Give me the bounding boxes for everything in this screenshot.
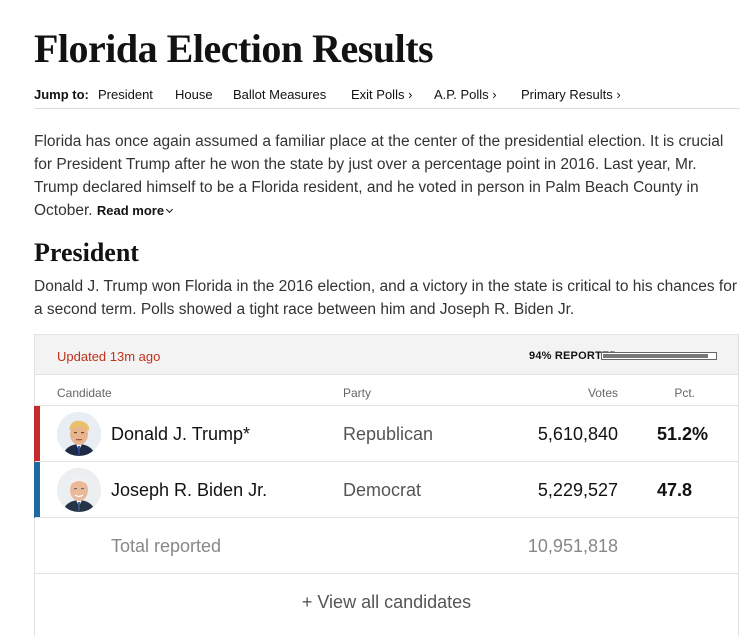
column-header-pct: Pct. [674, 386, 695, 400]
party-color-stripe [34, 406, 40, 462]
jump-to-label: Jump to: [34, 87, 89, 102]
nav-item-primary-results[interactable]: Primary Results › [521, 87, 621, 102]
read-more-label: Read more [96, 203, 165, 218]
total-reported-label: Total reported [111, 536, 222, 556]
reported-label: 94% REPORTED [529, 350, 618, 362]
jump-nav: Jump to: President House Ballot Measures… [34, 86, 740, 109]
total-votes: 10,951,818 [527, 536, 618, 556]
candidate-pct: 51.2% [657, 424, 709, 444]
candidate-pct: 47.8 [657, 480, 693, 500]
section-heading-president: President [34, 238, 139, 267]
candidate-votes: 5,229,527 [537, 480, 618, 500]
view-all-row: + View all candidates [35, 573, 738, 629]
avatar [57, 468, 101, 512]
candidate-party: Democrat [343, 480, 422, 500]
avatar [57, 412, 101, 456]
column-header-candidate: Candidate [57, 386, 112, 400]
intro-text: Florida has once again assumed a familia… [34, 133, 724, 219]
read-more-link[interactable]: Read more [96, 203, 174, 218]
chevron-down-icon [166, 205, 174, 214]
nav-item-ap-polls[interactable]: A.P. Polls › [434, 87, 497, 102]
reporting-progress-bar [601, 352, 717, 360]
updated-timestamp: Updated 13m ago [57, 349, 161, 364]
candidate-votes: 5,610,840 [537, 424, 618, 444]
results-table: Updated 13m ago 94% REPORTED Candidate P… [34, 334, 739, 637]
column-header-party: Party [343, 386, 372, 400]
president-description: Donald J. Trump won Florida in the 2016 … [34, 278, 738, 318]
nav-item-ballot-measures[interactable]: Ballot Measures [233, 87, 327, 102]
intro-paragraph: Florida has once again assumed a familia… [34, 130, 738, 222]
nav-item-exit-polls[interactable]: Exit Polls › [351, 87, 413, 102]
reporting-progress-fill [603, 354, 708, 358]
nav-item-president[interactable]: President [98, 87, 153, 102]
table-row: Donald J. Trump* Republican 5,610,840 51… [34, 405, 738, 462]
column-header-votes: Votes [587, 386, 618, 400]
nav-item-house[interactable]: House [175, 87, 213, 102]
page-title: Florida Election Results [34, 26, 434, 71]
table-row: Joseph R. Biden Jr. Democrat 5,229,527 4… [34, 461, 738, 518]
party-color-stripe [34, 462, 40, 518]
view-all-candidates-button[interactable]: + View all candidates [301, 592, 472, 612]
candidate-name: Donald J. Trump* [111, 424, 251, 444]
candidate-party: Republican [343, 424, 434, 444]
results-header: Updated 13m ago 94% REPORTED [35, 335, 738, 375]
total-row: Total reported 10,951,818 [35, 517, 738, 573]
candidate-name: Joseph R. Biden Jr. [111, 480, 268, 500]
